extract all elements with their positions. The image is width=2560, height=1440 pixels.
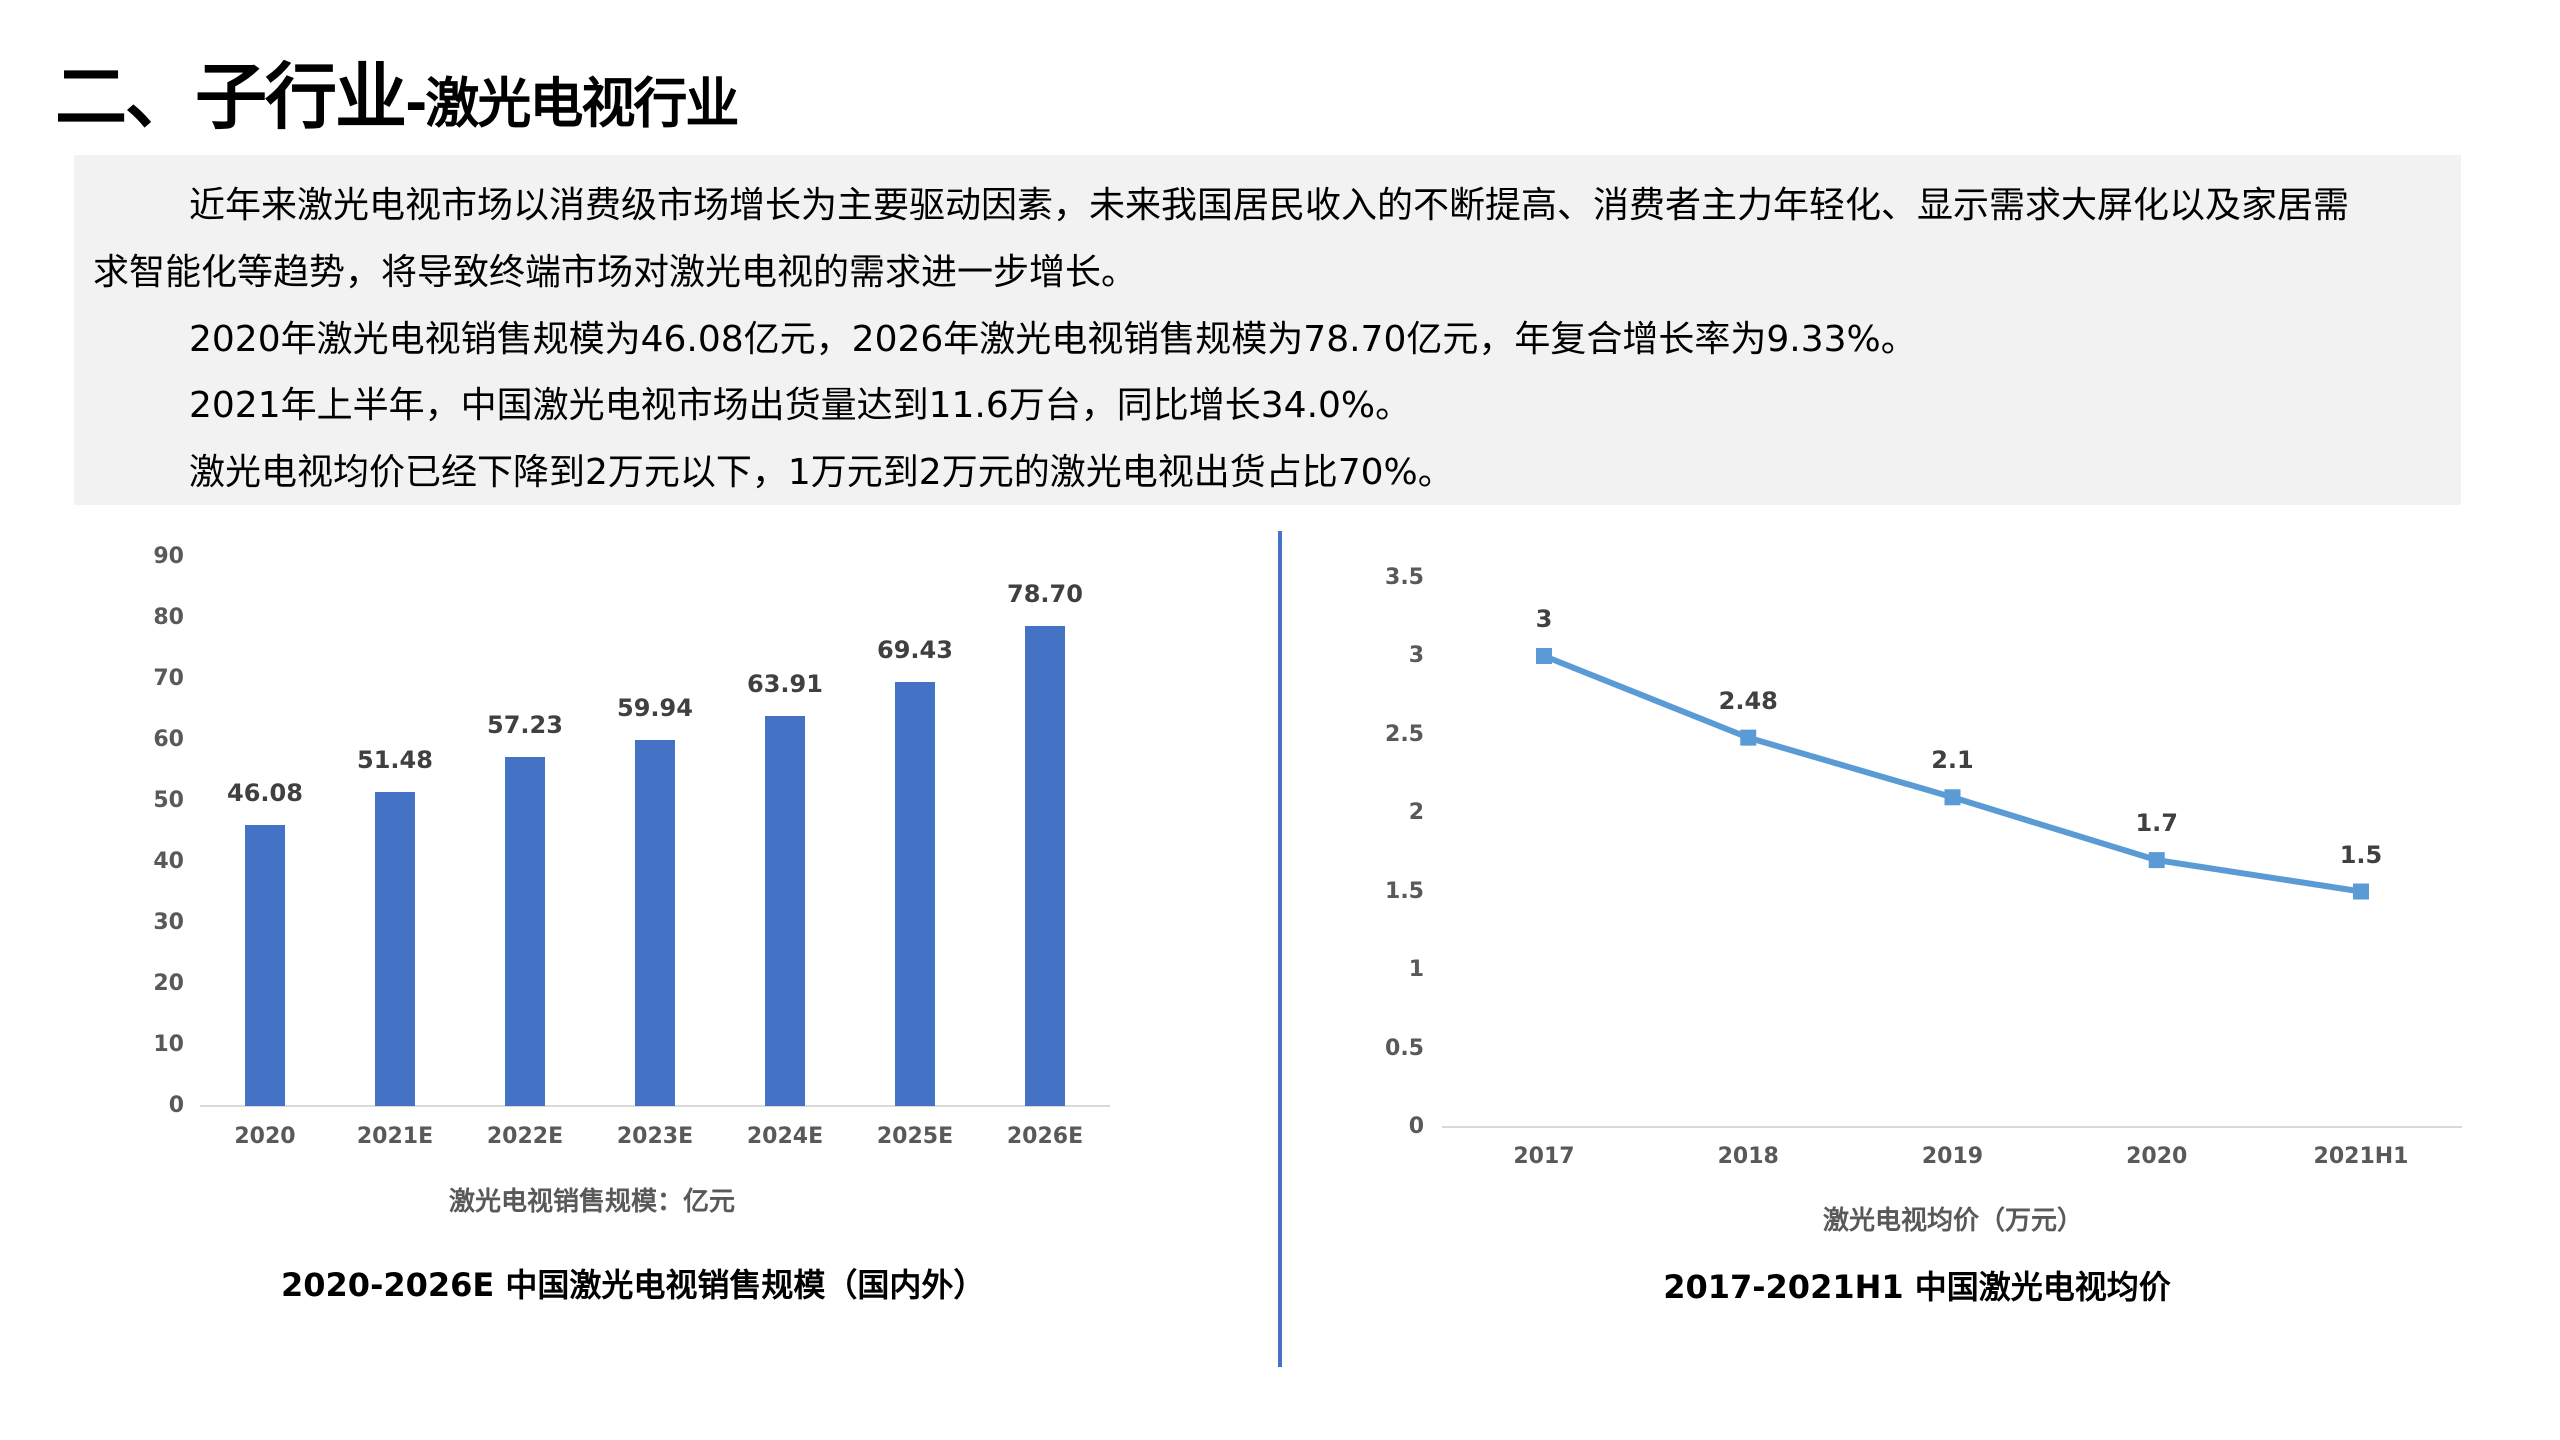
square-marker-icon — [1944, 789, 1961, 806]
bar-2022E — [505, 756, 545, 1106]
y-tick-label: 0 — [168, 1093, 184, 1118]
bar-value-label: 57.23 — [487, 710, 563, 739]
bar-value-label: 63.91 — [747, 670, 823, 699]
page-title-main: 二、子行业 — [55, 55, 407, 139]
x-tick-label: 2021E — [356, 1124, 434, 1149]
y-tick-label: 3.5 — [1385, 564, 1424, 590]
x-tick-label: 2019 — [1921, 1144, 1984, 1169]
summary-line: 求智能化等趋势，将导致终端市场对激光电视的需求进一步增长。 — [93, 252, 1138, 293]
y-tick-label: 2 — [1408, 800, 1424, 825]
y-tick-label: 80 — [153, 605, 184, 630]
summary-textbox: 近年来激光电视市场以消费级市场增长为主要驱动因素，未来我国居民收入的不断提高、消… — [74, 155, 2461, 505]
x-tick-label: 2023E — [616, 1124, 694, 1149]
bar-2020 — [245, 824, 285, 1106]
summary-line: 2021年上半年，中国激光电视市场出货量达到11.6万台，同比增长34.0%。 — [189, 385, 1412, 426]
bar-2026E — [1025, 625, 1065, 1106]
y-tick-label: 70 — [153, 666, 184, 691]
x-tick-label: 2018 — [1717, 1144, 1779, 1169]
page-title-sub: -激光电视行业 — [405, 72, 739, 135]
x-tick-label: 2022E — [486, 1124, 564, 1149]
x-axis-title: 激光电视销售规模：亿元 — [448, 1187, 735, 1217]
point-value-label: 1.7 — [2135, 809, 2178, 838]
y-tick-label: 0.5 — [1385, 1035, 1424, 1061]
square-marker-icon — [2148, 852, 2165, 869]
y-tick-label: 10 — [153, 1032, 184, 1057]
chart-title: 2020-2026E 中国激光电视销售规模（国内外） — [281, 1266, 986, 1304]
summary-line: 激光电视均价已经下降到2万元以下，1万元到2万元的激光电视出货占比70%。 — [189, 452, 1454, 493]
x-tick-label: 2024E — [746, 1124, 824, 1149]
y-tick-label: 2.5 — [1385, 721, 1424, 747]
y-tick-label: 30 — [153, 910, 184, 935]
x-axis-line — [200, 1105, 1110, 1107]
point-value-label: 1.5 — [2339, 840, 2383, 869]
x-tick-label: 2017 — [1513, 1144, 1575, 1169]
y-tick-label: 90 — [153, 544, 184, 569]
x-tick-label: 2020 — [2126, 1144, 2188, 1169]
chart-title: 2017-2021H1 中国激光电视均价 — [1663, 1268, 2171, 1306]
bar-value-label: 69.43 — [877, 636, 953, 665]
bar-value-label: 78.70 — [1007, 579, 1083, 608]
summary-line: 近年来激光电视市场以消费级市场增长为主要驱动因素，未来我国居民收入的不断提高、消… — [189, 185, 2350, 226]
bar-2023E — [635, 740, 675, 1106]
x-tick-label: 2021H1 — [2313, 1144, 2409, 1169]
y-tick-label: 60 — [153, 727, 184, 752]
y-tick-label: 1.5 — [1385, 878, 1424, 904]
y-tick-label: 3 — [1408, 643, 1424, 668]
square-marker-icon — [1740, 729, 1757, 746]
sales-scale-bar-chart: 0 10 20 30 40 50 60 70 80 90 46.08 2020 51.48 2021E 5… — [0, 0, 1270, 1440]
bar-value-label: 59.94 — [617, 694, 693, 723]
page-title: 二、子行业-激光电视行业 — [55, 38, 739, 139]
y-tick-label: 20 — [153, 971, 184, 996]
x-axis-line — [1442, 1126, 2462, 1128]
x-tick-label: 2026E — [1006, 1124, 1084, 1149]
point-value-label: 2.1 — [1931, 746, 1974, 775]
x-axis-title: 激光电视均价（万元） — [1822, 1206, 2083, 1236]
bar-value-label: 46.08 — [227, 778, 303, 807]
bar-2024E — [765, 716, 805, 1106]
y-tick-label: 40 — [153, 849, 184, 874]
y-tick-label: 0 — [1408, 1114, 1424, 1139]
y-tick-label: 1 — [1408, 957, 1424, 982]
point-value-label: 3 — [1535, 605, 1553, 633]
vertical-divider — [1278, 531, 1282, 1367]
x-tick-label: 2025E — [876, 1124, 954, 1149]
square-marker-icon — [2353, 883, 2369, 900]
point-value-label: 2.48 — [1718, 686, 1778, 715]
x-tick-label: 2020 — [234, 1124, 296, 1149]
bar-value-label: 51.48 — [357, 745, 433, 774]
y-tick-label: 50 — [153, 788, 184, 813]
bar-2021E — [375, 791, 415, 1106]
bar-2025E — [895, 682, 935, 1106]
summary-line: 2020年激光电视销售规模为46.08亿元，2026年激光电视销售规模为78.7… — [189, 319, 1917, 360]
square-marker-icon — [1536, 648, 1552, 664]
